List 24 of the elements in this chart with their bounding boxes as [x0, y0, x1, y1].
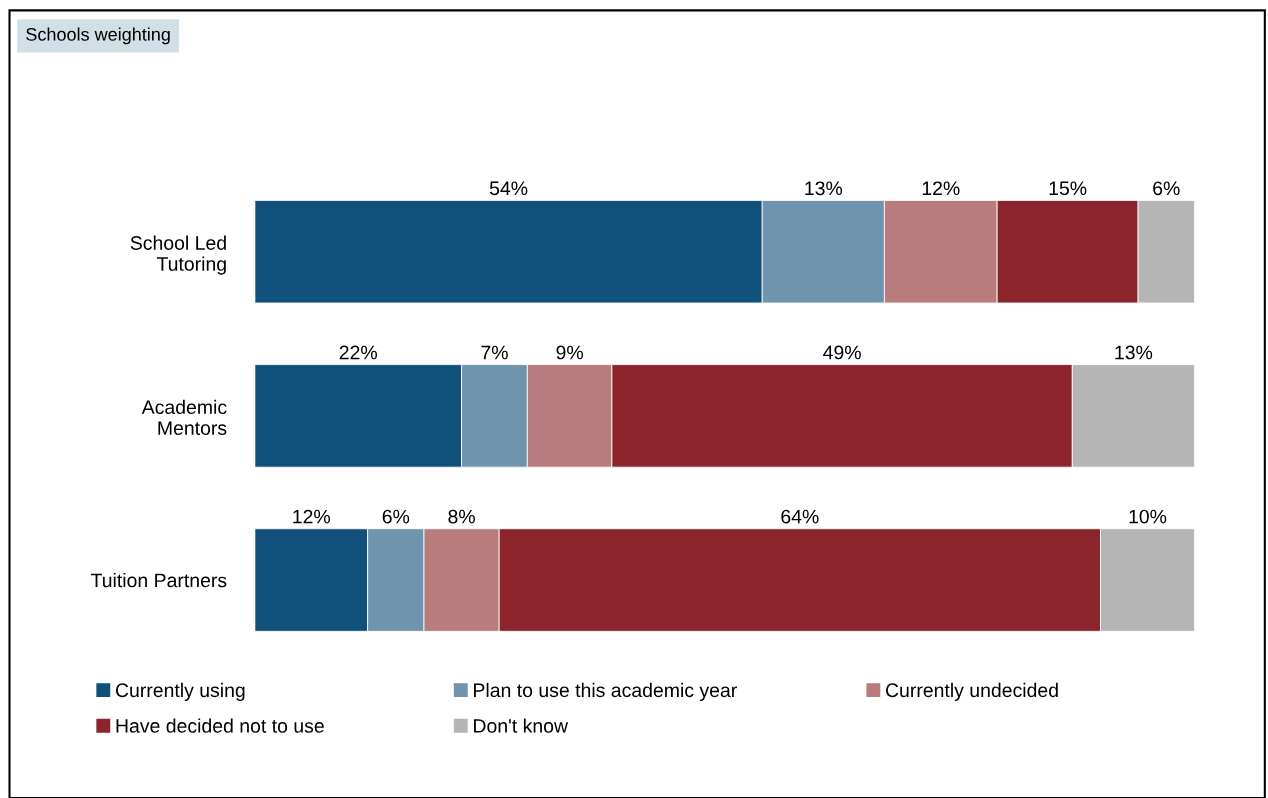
legend-label: Currently using	[115, 682, 245, 701]
data-label: 15%	[1049, 181, 1087, 196]
legend-label: Plan to use this academic year	[474, 682, 737, 701]
data-label: 22%	[339, 345, 377, 360]
data-label: 6%	[382, 509, 410, 524]
y-tick-label: Tuition Partners	[91, 572, 227, 588]
data-label: 12%	[293, 509, 331, 524]
y-tick-label: Academic Mentors	[141, 399, 227, 435]
data-label: 8%	[448, 509, 475, 524]
legend-label: Currently undecided	[885, 682, 1058, 701]
data-label: 13%	[1115, 345, 1153, 360]
text: Schools weighting	[26, 27, 170, 45]
y-tick-label: School Led Tutoring	[130, 235, 226, 275]
data-label: 54%	[489, 181, 528, 196]
legend-label: Have decided not to use	[116, 718, 324, 733]
data-label: 7%	[481, 345, 508, 360]
data-label: 13%	[805, 181, 843, 196]
data-label: 10%	[1129, 509, 1167, 524]
legend-label: Don't know	[474, 718, 569, 733]
data-label: 9%	[556, 345, 583, 360]
data-label: 64%	[781, 509, 819, 524]
data-label: 49%	[823, 345, 861, 360]
data-label: 6%	[1153, 181, 1180, 196]
data-label: 12%	[922, 181, 960, 196]
